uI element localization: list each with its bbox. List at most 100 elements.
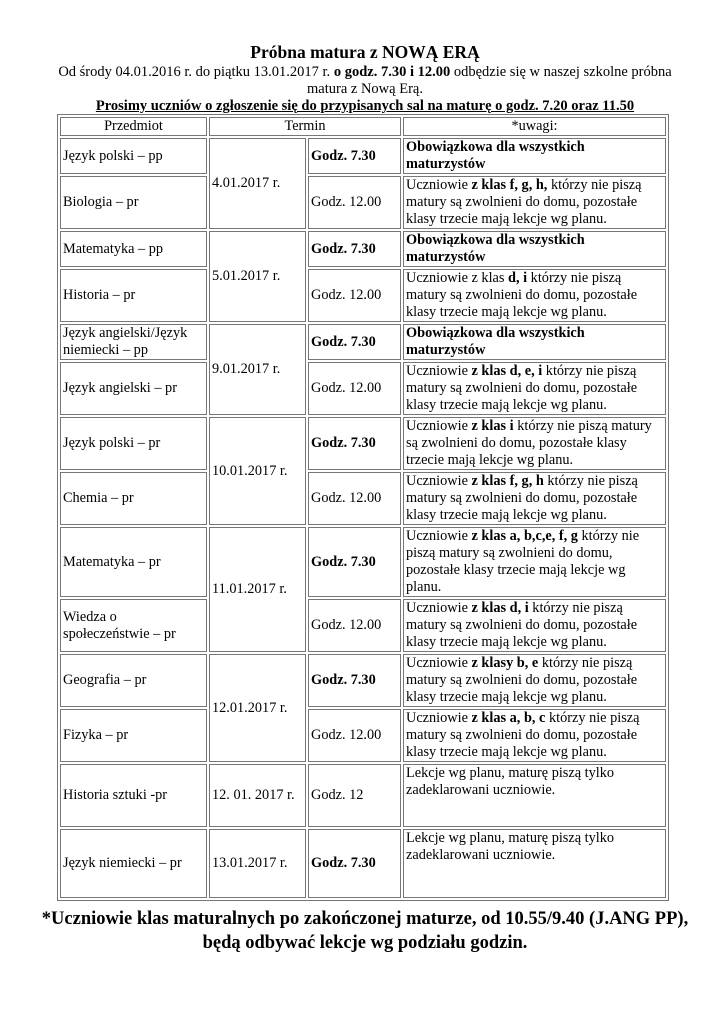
time-cell: Godz. 12.00	[308, 176, 401, 229]
subject-cell: Matematyka – pp	[60, 231, 207, 267]
subject-cell: Język niemiecki – pr	[60, 829, 207, 898]
table-row: Język polski – pr 10.01.2017 r. Godz. 7.30…	[60, 417, 666, 525]
table-row: Biologia – pr Godz. 12.00 Uczniowie z klas…	[60, 176, 666, 229]
intro-segment: o godz. 7.30 i 12.00	[333, 64, 451, 80]
notes-segment: Uczniowie	[406, 528, 472, 544]
header-term: Termin	[209, 117, 401, 136]
time-cell: Godz. 12.00	[308, 362, 401, 415]
subject-cell: Historia – pr	[60, 269, 207, 322]
date-cell: 10.01.2017 r.	[209, 417, 306, 525]
subject-cell: Język angielski/Język niemiecki – pp	[60, 324, 207, 360]
table-header-row: Przedmiot Termin *uwagi:	[60, 117, 666, 136]
footer-note: *Uczniowie klas maturalnych po zakończon…	[40, 907, 690, 955]
table-row: Język angielski – pr Godz. 12.00 Uczniowie…	[60, 362, 666, 415]
notes-segment: którzy nie piszą matury są zwolnieni do …	[406, 177, 642, 227]
date-cell: 5.01.2017 r.	[209, 231, 306, 322]
intro-paragraph: Od środy 04.01.2016 r. do piątku 13.01.2…	[40, 64, 690, 98]
notes-segment: Obowiązkowa dla wszystkich maturzystów	[406, 232, 585, 265]
table-row: Matematyka – pr 11.01.2017 r. Godz. 7.30 Uc…	[60, 527, 666, 652]
notes-segment: Uczniowie	[406, 600, 472, 616]
notes-segment: którzy nie piszą matury są zwolnieni do …	[406, 363, 638, 413]
notes-cell: Uczniowie z klas a, b,c,e, f, g którzy n…	[403, 527, 666, 597]
document-title: Próbna matura z NOWĄ ERĄ	[250, 42, 480, 62]
notes-segment: Uczniowie	[406, 177, 472, 193]
time-cell: Godz. 12.00	[308, 472, 401, 525]
notes-segment: Lekcje wg planu, maturę piszą tylko zade…	[406, 830, 615, 863]
time-cell: Godz. 7.30	[308, 417, 401, 470]
notes-segment: z klas i	[471, 418, 514, 434]
table-row: Geografia – pr 12.01.2017 r. Godz. 7.30 Ucz…	[60, 654, 666, 762]
intro-segment: odbędzie się w naszej szkolne próbna mat…	[307, 64, 672, 97]
notes-segment: z klas d, e, i	[471, 363, 543, 379]
table-row: Wiedza o społeczeństwie – pr Godz. 12.00 U…	[60, 599, 666, 652]
footer-line: *Uczniowie klas maturalnych po zakończon…	[41, 909, 689, 929]
notes-cell: Uczniowie z klas i którzy nie piszą matu…	[403, 417, 666, 470]
table-row: Historia sztuki -pr 12. 01. 2017 r. Godz. …	[60, 764, 666, 827]
notes-segment: Uczniowie	[406, 363, 472, 379]
table-row: Chemia – pr Godz. 12.00 Uczniowie z klas f…	[60, 472, 666, 525]
table-row: Historia – pr Godz. 12.00 Uczniowie z klas…	[60, 269, 666, 322]
request-notice: Prosimy uczniów o zgłoszenie się do przy…	[95, 98, 635, 114]
subject-cell: Geografia – pr	[60, 654, 207, 707]
notes-segment: Obowiązkowa dla wszystkich maturzystów	[406, 139, 585, 172]
notes-cell: Obowiązkowa dla wszystkich maturzystów	[403, 138, 666, 174]
subject-cell: Fizyka – pr	[60, 709, 207, 762]
notes-cell: Uczniowie z klasy b, e którzy nie piszą …	[403, 654, 666, 707]
intro-segment: Od środy 04.01.2016 r. do piątku 13.01.2…	[58, 64, 334, 80]
date-cell: 11.01.2017 r.	[209, 527, 306, 652]
table-row: Język polski – pp 4.01.2017 r. Godz. 7.30 O…	[60, 138, 666, 229]
time-cell: Godz. 12.00	[308, 599, 401, 652]
subject-cell: Język polski – pp	[60, 138, 207, 174]
notes-segment: Obowiązkowa dla wszystkich maturzystów	[406, 325, 585, 358]
notes-segment: z klasy b, e	[471, 655, 539, 671]
time-cell: Godz. 7.30	[308, 324, 401, 360]
notes-cell: Uczniowie z klas a, b, c którzy nie pisz…	[403, 709, 666, 762]
notes-segment: którzy nie piszą matury są zwolnieni do …	[406, 655, 638, 705]
time-cell: Godz. 7.30	[308, 527, 401, 597]
notes-segment: Uczniowie	[406, 655, 472, 671]
table-row: Matematyka – pp 5.01.2017 r. Godz. 7.30 Obo…	[60, 231, 666, 322]
notes-segment: Uczniowie z klas	[406, 270, 509, 286]
date-cell: 12. 01. 2017 r.	[209, 764, 306, 827]
table-row: Język niemiecki – pr 13.01.2017 r. Godz. 7…	[60, 829, 666, 898]
time-cell: Godz. 7.30	[308, 231, 401, 267]
time-cell: Godz. 12.00	[308, 709, 401, 762]
notes-segment: d, i	[508, 270, 528, 286]
header-notes: *uwagi:	[403, 117, 666, 136]
notes-segment: z klas f, g, h	[471, 473, 544, 489]
notes-segment: z klas f, g, h,	[471, 177, 548, 193]
subject-cell: Matematyka – pr	[60, 527, 207, 597]
exam-schedule-table: Przedmiot Termin *uwagi: Język polski – …	[57, 114, 669, 901]
time-cell: Godz. 12	[308, 764, 401, 827]
subject-cell: Historia sztuki -pr	[60, 764, 207, 827]
notes-segment: którzy nie piszą matury są zwolnieni do …	[406, 270, 638, 320]
subject-cell: Chemia – pr	[60, 472, 207, 525]
notes-segment: Uczniowie	[406, 473, 472, 489]
time-cell: Godz. 12.00	[308, 269, 401, 322]
date-cell: 9.01.2017 r.	[209, 324, 306, 415]
subject-cell: Biologia – pr	[60, 176, 207, 229]
table-row: Język angielski/Język niemiecki – pp 9.01…	[60, 324, 666, 415]
notes-cell: Uczniowie z klas d, i którzy nie piszą m…	[403, 269, 666, 322]
notes-cell: Uczniowie z klas f, g, h którzy nie pisz…	[403, 472, 666, 525]
notes-segment: z klas d, i	[471, 600, 529, 616]
date-cell: 13.01.2017 r.	[209, 829, 306, 898]
notes-segment: którzy nie piszą matury są zwolnieni do …	[406, 473, 638, 523]
notes-segment: z klas a, b, c	[471, 710, 546, 726]
notes-cell: Uczniowie z klas d, e, i którzy nie pisz…	[403, 362, 666, 415]
notes-cell: Lekcje wg planu, maturę piszą tylko zade…	[403, 764, 666, 827]
subject-cell: Wiedza o społeczeństwie – pr	[60, 599, 207, 652]
notes-cell: Uczniowie z klas f, g, h, którzy nie pis…	[403, 176, 666, 229]
notes-segment: którzy nie piszą matury są zwolnieni do …	[406, 528, 640, 595]
notes-segment: Uczniowie	[406, 710, 472, 726]
notes-cell: Obowiązkowa dla wszystkich maturzystów	[403, 324, 666, 360]
notes-cell: Uczniowie z klas d, i którzy nie piszą m…	[403, 599, 666, 652]
table-row: Fizyka – pr Godz. 12.00 Uczniowie z klas a…	[60, 709, 666, 762]
notes-cell: Obowiązkowa dla wszystkich maturzystów	[403, 231, 666, 267]
time-cell: Godz. 7.30	[308, 654, 401, 707]
notes-segment: Lekcje wg planu, maturę piszą tylko zade…	[406, 765, 615, 798]
date-cell: 4.01.2017 r.	[209, 138, 306, 229]
notes-segment: którzy nie piszą matury są zwolnieni do …	[406, 710, 640, 760]
notes-segment: Uczniowie	[406, 418, 472, 434]
time-cell: Godz. 7.30	[308, 829, 401, 898]
